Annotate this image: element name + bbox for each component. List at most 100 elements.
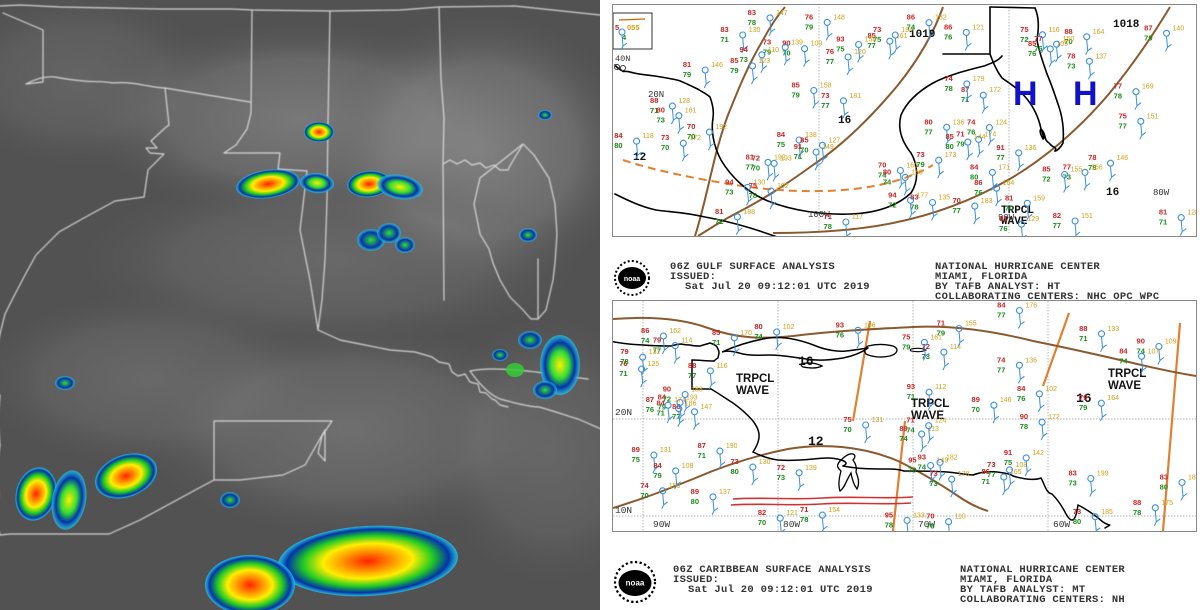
svg-text:171: 171 <box>998 164 1010 171</box>
svg-text:16: 16 <box>1106 187 1119 199</box>
svg-text:73: 73 <box>916 150 924 159</box>
svg-text:85: 85 <box>1042 165 1050 174</box>
svg-text:75: 75 <box>836 45 844 54</box>
svg-text:71: 71 <box>1079 334 1087 343</box>
svg-text:79: 79 <box>653 471 661 480</box>
svg-text:72: 72 <box>888 200 896 209</box>
svg-text:196: 196 <box>864 322 876 329</box>
svg-text:137: 137 <box>1095 53 1107 60</box>
svg-text:75: 75 <box>1118 111 1126 120</box>
svg-text:40N: 40N <box>615 54 630 64</box>
svg-text:147: 147 <box>776 10 788 17</box>
svg-text:80: 80 <box>1160 483 1168 492</box>
svg-text:71: 71 <box>794 152 802 161</box>
svg-text:86: 86 <box>974 178 982 187</box>
svg-text:83: 83 <box>1160 473 1168 482</box>
svg-text:noaa: noaa <box>626 579 645 588</box>
svg-text:142: 142 <box>1032 450 1044 457</box>
svg-text:75: 75 <box>777 140 785 149</box>
svg-text:144: 144 <box>974 134 986 141</box>
svg-text:79: 79 <box>1079 393 1087 402</box>
svg-text:94: 94 <box>725 177 734 186</box>
svg-text:136: 136 <box>1025 357 1037 364</box>
svg-text:154: 154 <box>828 507 840 514</box>
svg-text:166: 166 <box>1091 164 1103 171</box>
svg-text:80: 80 <box>883 167 891 176</box>
svg-text:139: 139 <box>805 465 817 472</box>
svg-text:TRPCL: TRPCL <box>736 373 774 385</box>
svg-text:88: 88 <box>1133 498 1141 507</box>
svg-text:79: 79 <box>653 336 661 345</box>
svg-text:70: 70 <box>1005 203 1013 212</box>
svg-text:108: 108 <box>1016 462 1028 469</box>
svg-text:176: 176 <box>1026 303 1038 310</box>
svg-text:84: 84 <box>614 131 623 140</box>
svg-text:89: 89 <box>691 487 699 496</box>
svg-text:155: 155 <box>965 321 977 328</box>
svg-text:77: 77 <box>1114 82 1122 91</box>
svg-text:80: 80 <box>730 467 738 476</box>
svg-text:77: 77 <box>688 371 696 380</box>
svg-text:80W: 80W <box>1153 188 1170 198</box>
svg-text:80: 80 <box>1073 517 1081 526</box>
svg-text:70: 70 <box>926 512 934 521</box>
svg-text:77: 77 <box>997 365 1005 374</box>
svg-text:73: 73 <box>821 91 829 100</box>
svg-text:150: 150 <box>1063 36 1075 43</box>
svg-text:74: 74 <box>754 332 763 341</box>
svg-text:71: 71 <box>698 451 706 460</box>
svg-text:169: 169 <box>1142 84 1154 91</box>
svg-text:16: 16 <box>838 115 851 127</box>
svg-text:102: 102 <box>1045 386 1057 393</box>
svg-text:79: 79 <box>805 22 813 31</box>
svg-text:87: 87 <box>1144 23 1152 32</box>
svg-text:1018: 1018 <box>1113 19 1140 31</box>
svg-text:123: 123 <box>759 58 771 65</box>
svg-text:75: 75 <box>632 455 640 464</box>
svg-text:78: 78 <box>620 357 628 366</box>
svg-text:77: 77 <box>746 162 754 171</box>
svg-text:80: 80 <box>754 322 762 331</box>
svg-text:76: 76 <box>944 32 952 41</box>
svg-text:COLLABORATING CENTERS: NHC OPC: COLLABORATING CENTERS: NHC OPC WPC <box>935 291 1160 300</box>
svg-text:79: 79 <box>620 347 628 356</box>
svg-text:70: 70 <box>640 491 648 500</box>
svg-text:130: 130 <box>749 27 761 34</box>
svg-text:76: 76 <box>1034 44 1042 53</box>
svg-text:107: 107 <box>1148 348 1160 355</box>
svg-text:151: 151 <box>1147 113 1159 120</box>
svg-text:Sat Jul 20 09:12:01 UTC 2019: Sat Jul 20 09:12:01 UTC 2019 <box>688 584 873 596</box>
svg-text:88: 88 <box>1079 324 1087 333</box>
svg-text:77: 77 <box>826 57 834 66</box>
svg-text:74: 74 <box>944 74 953 83</box>
svg-text:77: 77 <box>1053 221 1061 230</box>
svg-text:78: 78 <box>824 222 832 231</box>
svg-text:192: 192 <box>774 154 786 161</box>
svg-text:90: 90 <box>1020 412 1028 421</box>
svg-text:147: 147 <box>701 404 713 411</box>
svg-text:73: 73 <box>725 187 733 196</box>
svg-text:186: 186 <box>685 401 697 408</box>
svg-text:124: 124 <box>935 418 947 425</box>
svg-text:188: 188 <box>743 209 755 216</box>
svg-text:161: 161 <box>930 334 942 341</box>
svg-text:117: 117 <box>852 214 863 221</box>
svg-text:136: 136 <box>1025 145 1037 152</box>
svg-text:84: 84 <box>1017 384 1026 393</box>
svg-text:79: 79 <box>1079 403 1087 412</box>
svg-text:76: 76 <box>999 224 1007 233</box>
svg-text:84: 84 <box>777 130 786 139</box>
svg-text:noaa: noaa <box>624 276 640 283</box>
svg-text:20N: 20N <box>615 407 632 418</box>
svg-text:129: 129 <box>1028 216 1040 223</box>
svg-text:73: 73 <box>740 55 748 64</box>
svg-text:174: 174 <box>674 397 686 404</box>
svg-text:5: 5 <box>615 23 619 32</box>
svg-text:146: 146 <box>1117 155 1129 162</box>
svg-text:93: 93 <box>836 35 844 44</box>
svg-text:91: 91 <box>794 142 802 151</box>
svg-text:162: 162 <box>669 328 681 335</box>
svg-text:85: 85 <box>712 328 720 337</box>
svg-text:133: 133 <box>1108 326 1120 333</box>
svg-text:79: 79 <box>730 66 738 75</box>
